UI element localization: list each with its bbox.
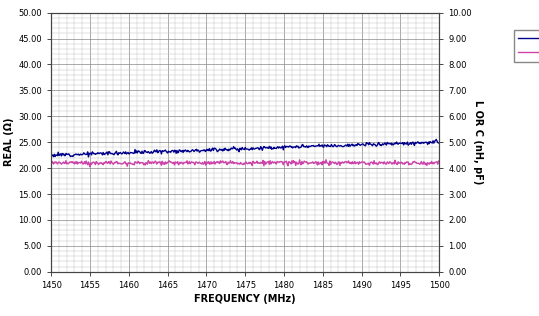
R [161,149,168,153]
Legend: R, C (pF): R, C (pF) [514,30,539,62]
R [436,141,443,145]
R [48,153,54,157]
Line: R: R [51,139,439,157]
C (pF) [299,160,305,163]
R [190,149,197,152]
Y-axis label: REAL (Ω): REAL (Ω) [4,118,14,167]
C (pF) [161,162,168,166]
C (pF) [303,160,310,164]
Y-axis label: L OR C (nH, pF): L OR C (nH, pF) [473,100,483,185]
C (pF) [145,159,151,162]
R [85,155,92,159]
C (pF) [436,159,443,163]
C (pF) [48,162,54,166]
R [145,150,151,154]
R [303,144,310,148]
R [370,142,377,146]
X-axis label: FREQUENCY (MHz): FREQUENCY (MHz) [195,294,296,304]
C (pF) [190,161,197,164]
Line: C (pF): C (pF) [51,160,439,167]
C (pF) [323,158,329,162]
C (pF) [371,159,377,162]
R [299,143,305,147]
R [433,137,439,141]
C (pF) [87,165,93,169]
